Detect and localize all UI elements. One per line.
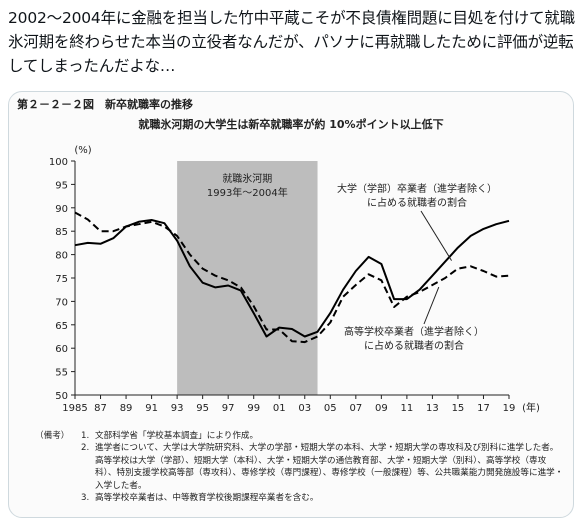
figure-label: 第２－２－２図 新卒就職率の推移 xyxy=(17,98,193,111)
y-tick-label: 85 xyxy=(55,227,68,238)
y-tick-label: 70 xyxy=(55,297,68,308)
x-tick-label: 13 xyxy=(426,403,439,414)
x-tick-label: 99 xyxy=(247,403,260,414)
y-tick-label: 50 xyxy=(55,391,68,402)
shaded-region-label: 就職氷河期 xyxy=(222,172,272,185)
x-axis-unit: (年) xyxy=(522,401,540,414)
x-tick-label: 11 xyxy=(401,403,414,414)
tweet-text: 2002〜2004年に金融を担当した竹中平蔵こそが不良債権問題に目処を付けて就職… xyxy=(8,9,575,75)
note-number: 2. xyxy=(81,443,90,454)
x-tick-label: 05 xyxy=(324,403,337,414)
note-row: 3. 高等学校卒業者は、中等教育学校後期課程卒業者を含む。 xyxy=(35,492,565,504)
university-series-label-2: に占める就職者の割合 xyxy=(367,196,467,209)
chart-title: 就職氷河期の大学生は新卒就職率が約 10%ポイント以上低下 xyxy=(138,118,444,131)
highschool-leader-line xyxy=(423,286,440,325)
y-tick-label: 90 xyxy=(55,204,68,215)
note-head: （備考） xyxy=(35,431,70,441)
y-tick-label: 75 xyxy=(55,274,68,285)
university-leader-line xyxy=(420,210,452,261)
x-tick-label: 1985 xyxy=(62,403,87,414)
x-tick-label: 91 xyxy=(145,403,158,414)
highschool-series-label: 高等学校卒業者（進学者除く） xyxy=(344,325,484,338)
note-text: 進学者について、大学は大学院研究科、大学の学部・短期大学の本科、大学・短期大学の… xyxy=(95,443,564,491)
note-number: 1. xyxy=(81,431,90,441)
figure-image[interactable]: 第２－２－２図 新卒就職率の推移 就職氷河期の大学生は新卒就職率が約 10%ポイ… xyxy=(8,91,574,518)
x-tick-label: 07 xyxy=(349,403,362,414)
note-number: 3. xyxy=(81,493,90,504)
shaded-region-period: 1993年〜2004年 xyxy=(207,186,288,199)
highschool-series-label-2: に占める就職者の割合 xyxy=(364,339,464,352)
note-head xyxy=(35,442,81,492)
note-row: 2. 進学者について、大学は大学院研究科、大学の学部・短期大学の本科、大学・短期大… xyxy=(35,442,565,492)
x-tick-label: 17 xyxy=(477,403,490,414)
y-tick-label: 65 xyxy=(55,321,68,332)
note-row: （備考） 1. 文部科学省「学校基本調査」により作成。 xyxy=(35,430,565,442)
x-tick-label: 93 xyxy=(171,403,184,414)
university-series-line xyxy=(74,219,510,338)
y-tick-label: 60 xyxy=(55,344,68,355)
x-tick-label: 03 xyxy=(298,403,311,414)
x-tick-label: 09 xyxy=(375,403,388,414)
figure-notes: （備考） 1. 文部科学省「学校基本調査」により作成。 2. 進学者について、大学は大学… xyxy=(35,430,565,504)
x-tick-label: 97 xyxy=(222,403,235,414)
y-tick-label: 55 xyxy=(55,368,68,379)
note-text: 高等学校卒業者は、中等教育学校後期課程卒業者を含む。 xyxy=(95,493,319,504)
note-text: 文部科学省「学校基本調査」により作成。 xyxy=(95,431,259,441)
highschool-series-line xyxy=(74,211,510,344)
note-head xyxy=(35,492,81,504)
x-tick-label: 95 xyxy=(196,403,209,414)
shaded-region xyxy=(177,161,318,395)
y-tick-label: 80 xyxy=(55,251,68,262)
y-tick-label: 100 xyxy=(49,157,68,168)
x-tick-label: 15 xyxy=(452,403,465,414)
x-tick-label: 01 xyxy=(273,403,286,414)
y-tick-label: 95 xyxy=(55,180,68,191)
x-tick-label: 89 xyxy=(120,403,133,414)
x-tick-label: 19 xyxy=(503,403,516,414)
university-series-label: 大学（学部）卒業者（進学者除く） xyxy=(337,182,497,195)
x-tick-label: 87 xyxy=(94,403,107,414)
y-axis-unit: (%) xyxy=(74,145,91,156)
